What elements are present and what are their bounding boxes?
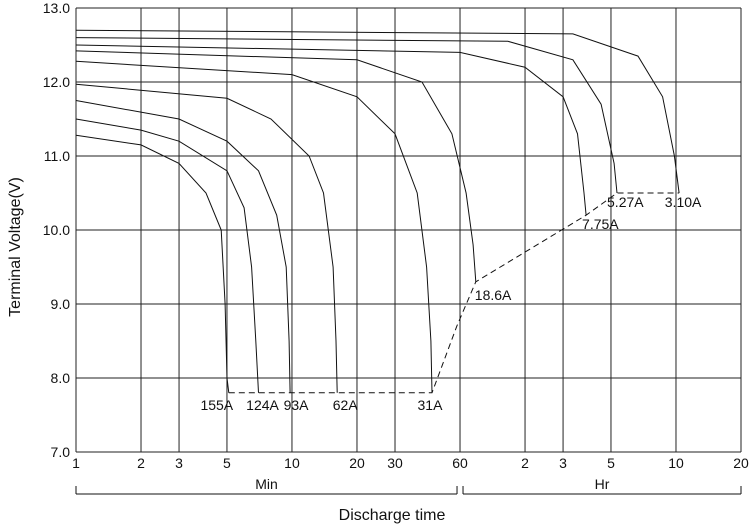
x-tick-label-6: 30 <box>387 455 403 471</box>
curve-label-2: 93A <box>284 397 310 413</box>
y-tick-label-1: 8.0 <box>51 370 71 386</box>
x-tick-label-7: 60 <box>452 455 468 471</box>
curve-label-7: 5.27A <box>607 194 644 210</box>
y-tick-label-3: 10.0 <box>43 222 70 238</box>
x-tick-label-4: 10 <box>284 455 300 471</box>
discharge-curves <box>75 29 680 393</box>
time-unit-groups: Min Hr <box>75 476 742 495</box>
curve-label-5: 18.6A <box>475 287 512 303</box>
y-tick-label-6: 13.0 <box>43 0 70 16</box>
x-axis-tick-labels: 1 2 3 5 10 20 30 60 2 3 5 10 20 <box>72 455 749 471</box>
curve-labels: 155A 124A 93A 62A 31A 18.6A 7.75A 5.27A 3.10A <box>200 194 702 413</box>
x-axis-title: Discharge time <box>339 507 446 524</box>
cutoff-dashed-line <box>228 192 680 394</box>
curve-label-4: 31A <box>418 397 444 413</box>
curve-label-3: 62A <box>333 397 359 413</box>
x-tick-label-10: 5 <box>607 455 615 471</box>
y-tick-label-0: 7.0 <box>51 444 71 460</box>
curve-label-1: 124A <box>246 397 279 413</box>
x-tick-label-11: 10 <box>668 455 684 471</box>
curve-label-8: 3.10A <box>665 194 702 210</box>
group-label-1: Hr <box>595 476 610 492</box>
x-tick-label-3: 5 <box>223 455 231 471</box>
discharge-curve-1 <box>75 118 259 393</box>
discharge-curve-2 <box>75 100 291 393</box>
discharge-curve-0 <box>75 134 230 393</box>
y-tick-label-5: 12.0 <box>43 74 70 90</box>
x-tick-label-0: 1 <box>72 455 80 471</box>
cutoff-voltage-line <box>228 192 680 394</box>
x-tick-label-1: 2 <box>137 455 145 471</box>
group-label-0: Min <box>255 476 278 492</box>
y-axis-tick-labels: 7.0 8.0 9.0 10.0 11.0 12.0 13.0 <box>43 0 70 460</box>
x-tick-label-8: 2 <box>521 455 529 471</box>
grid <box>75 7 742 453</box>
discharge-curve-6 <box>75 44 587 216</box>
discharge-curve-8 <box>75 29 680 194</box>
discharge-curve-4 <box>75 60 433 393</box>
discharge-curve-3 <box>75 83 338 393</box>
y-axis-title: Terminal Voltage(V) <box>7 177 24 317</box>
curve-label-0: 155A <box>200 397 233 413</box>
y-tick-label-2: 9.0 <box>51 296 71 312</box>
x-tick-label-5: 20 <box>349 455 365 471</box>
x-tick-label-2: 3 <box>175 455 183 471</box>
x-tick-label-12: 20 <box>733 455 749 471</box>
x-tick-label-9: 3 <box>559 455 567 471</box>
discharge-curve-7 <box>75 37 618 194</box>
curve-label-6: 7.75A <box>582 216 619 232</box>
discharge-curve-5 <box>75 50 477 282</box>
y-tick-label-4: 11.0 <box>44 148 70 164</box>
